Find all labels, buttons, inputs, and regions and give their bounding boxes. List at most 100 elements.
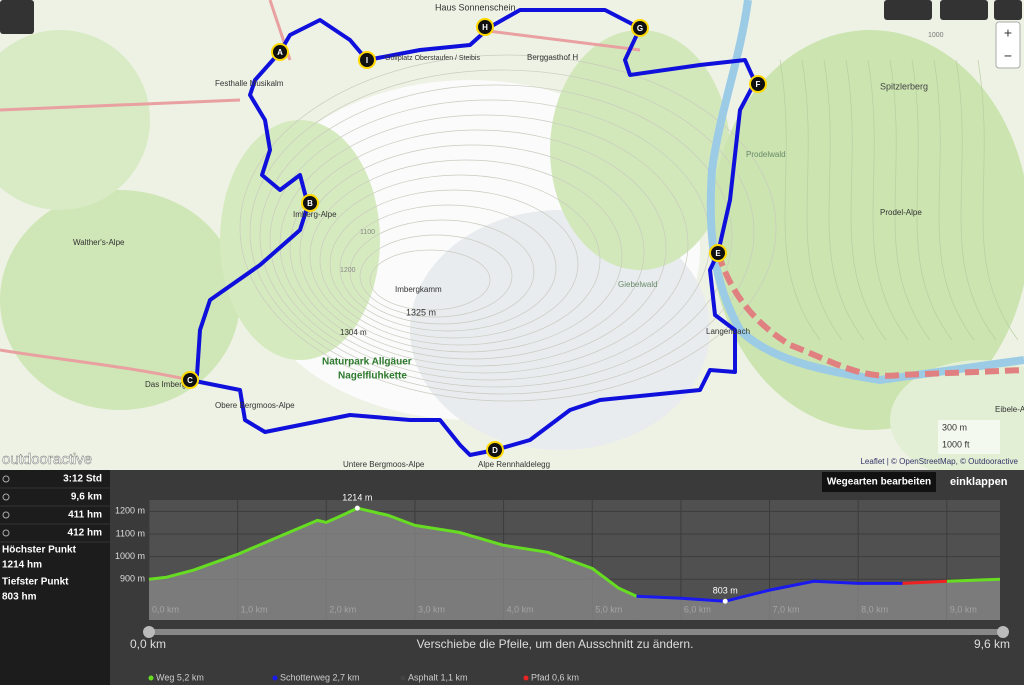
contour: [779, 59, 821, 341]
stat-value: 1214 hm: [2, 560, 42, 571]
stat-value: 9,6 km: [71, 492, 102, 503]
contour: [259, 84, 733, 388]
stat-value: 803 hm: [2, 592, 37, 603]
map-labels: Haus Sonnenschein Golfplatz Oberstaufen /…: [73, 2, 1024, 469]
scale-box: [938, 420, 1000, 454]
waypoint-marker: [271, 43, 289, 61]
road: [0, 0, 641, 382]
contour: [955, 59, 997, 341]
waypoint-label: F: [756, 80, 761, 89]
contour: [319, 174, 601, 346]
contour: [349, 219, 535, 325]
stat-icon: [2, 529, 10, 537]
waypoint-marker: [631, 19, 649, 37]
slider-end: 9,6 km: [974, 637, 1010, 651]
annotation-label: 803 m: [713, 586, 738, 596]
y-tick-label: 1100 m: [116, 528, 145, 538]
map-label: Giebelwald: [618, 280, 658, 289]
stat-icon: [2, 493, 10, 501]
contour: [845, 59, 887, 341]
stat-icon: [2, 511, 10, 519]
contour: [867, 59, 909, 341]
map-label: Haus Sonnenschein: [435, 2, 516, 12]
map-label: Prodel-Alpe: [880, 208, 922, 217]
waypoint-label: A: [277, 48, 283, 57]
legend-swatch: [148, 675, 154, 681]
waypoint-label: E: [715, 249, 721, 258]
zoom-control: [995, 21, 1021, 69]
contour: [977, 59, 1019, 341]
elevation-area: [902, 581, 947, 620]
waypoint-label: B: [307, 199, 313, 208]
contour: [911, 59, 953, 341]
slider-start: 0,0 km: [130, 637, 166, 651]
slider-hint: Verschiebe die Pfeile, um den Ausschnitt…: [417, 637, 694, 651]
waypoints: A B C D E F G H I: [181, 18, 767, 459]
map-label: 1304 m: [340, 328, 367, 337]
waypoint-label: G: [637, 24, 643, 33]
annotation-point: [722, 598, 728, 604]
map-label: Untere Bergmoos-Alpe: [343, 460, 425, 469]
collapse-map-button[interactable]: [994, 0, 1022, 20]
contour: [329, 189, 579, 339]
slider-handle-left[interactable]: [143, 626, 155, 638]
legend-label: Pfad 0,6 km: [531, 672, 579, 682]
scale-metric: 300 m: [942, 422, 967, 432]
map-label: Walther's-Alpe: [73, 238, 125, 247]
contour: [279, 114, 689, 374]
map-label: Eibele-Alpe: [995, 405, 1024, 414]
annotation-point: [354, 505, 360, 511]
waypoint-label: C: [187, 376, 193, 385]
legend-label: Schotterweg 2,7 km: [280, 672, 360, 682]
map-tool-button[interactable]: [884, 0, 932, 20]
map-label: Spitzlerberg: [880, 81, 928, 91]
waypoint-marker: [358, 51, 376, 69]
map-label: Langenbach: [706, 327, 750, 336]
stat-label: Höchster Punkt: [2, 545, 77, 556]
terrain: [0, 30, 1024, 480]
y-tick-label: 1200 m: [115, 506, 145, 516]
contour: [339, 204, 557, 332]
fullscreen-button[interactable]: [0, 0, 34, 34]
elevation-line: [946, 577, 1001, 583]
elevation-area: [149, 508, 637, 620]
waypoint-marker: [709, 244, 727, 262]
contour: [359, 234, 513, 318]
elevation-area: [636, 581, 903, 620]
brand: outdooractive: [2, 451, 92, 468]
map-label: Naturpark Allgäuer: [322, 357, 412, 368]
contour: [933, 59, 975, 341]
elevation-line: [636, 579, 903, 603]
elevation-line: [902, 579, 947, 585]
zoom-in[interactable]: +: [1004, 25, 1012, 41]
contour: [289, 129, 667, 367]
edit-button[interactable]: [822, 472, 936, 492]
stat-value: 412 hm: [68, 528, 103, 539]
annotation-label: 1214 m: [342, 493, 372, 503]
stat-value: 3:12 Std: [63, 474, 102, 485]
legend-label: Weg 5,2 km: [156, 672, 204, 682]
map-label: 1000: [928, 32, 944, 39]
y-tick-label: 1000 m: [115, 551, 145, 561]
map-label: Prodelwald: [746, 150, 786, 159]
stat-icon: [2, 475, 10, 483]
legend: Weg 5,2 km Schotterweg 2,7 km Asphalt 1,1 …: [148, 672, 579, 682]
map-label: Golfplatz Oberstaufen / Steibis: [385, 55, 480, 62]
elevation-area: [946, 579, 1000, 620]
stats: 3:12 Std 9,6 km 411 hm 412 hm Höchster Punkt…: [0, 474, 110, 603]
waypoint-marker: [749, 75, 767, 93]
map-label: 1100: [360, 229, 375, 236]
layers-button[interactable]: [940, 0, 988, 20]
map-label: Das Imberg: [145, 380, 186, 389]
legend-swatch: [400, 675, 406, 681]
contour: [823, 59, 865, 341]
scale-imperial: 1000 ft: [942, 439, 970, 449]
map-label: 1200: [340, 267, 356, 274]
collapse-button[interactable]: einklappen: [950, 476, 1008, 488]
slider-handle-right[interactable]: [997, 626, 1009, 638]
zoom-out[interactable]: −: [1004, 48, 1012, 64]
edit-button-label[interactable]: Wegearten bearbeiten: [827, 477, 931, 488]
map-label: Nagelfluhkette: [338, 371, 407, 382]
waypoint-marker: [476, 18, 494, 36]
